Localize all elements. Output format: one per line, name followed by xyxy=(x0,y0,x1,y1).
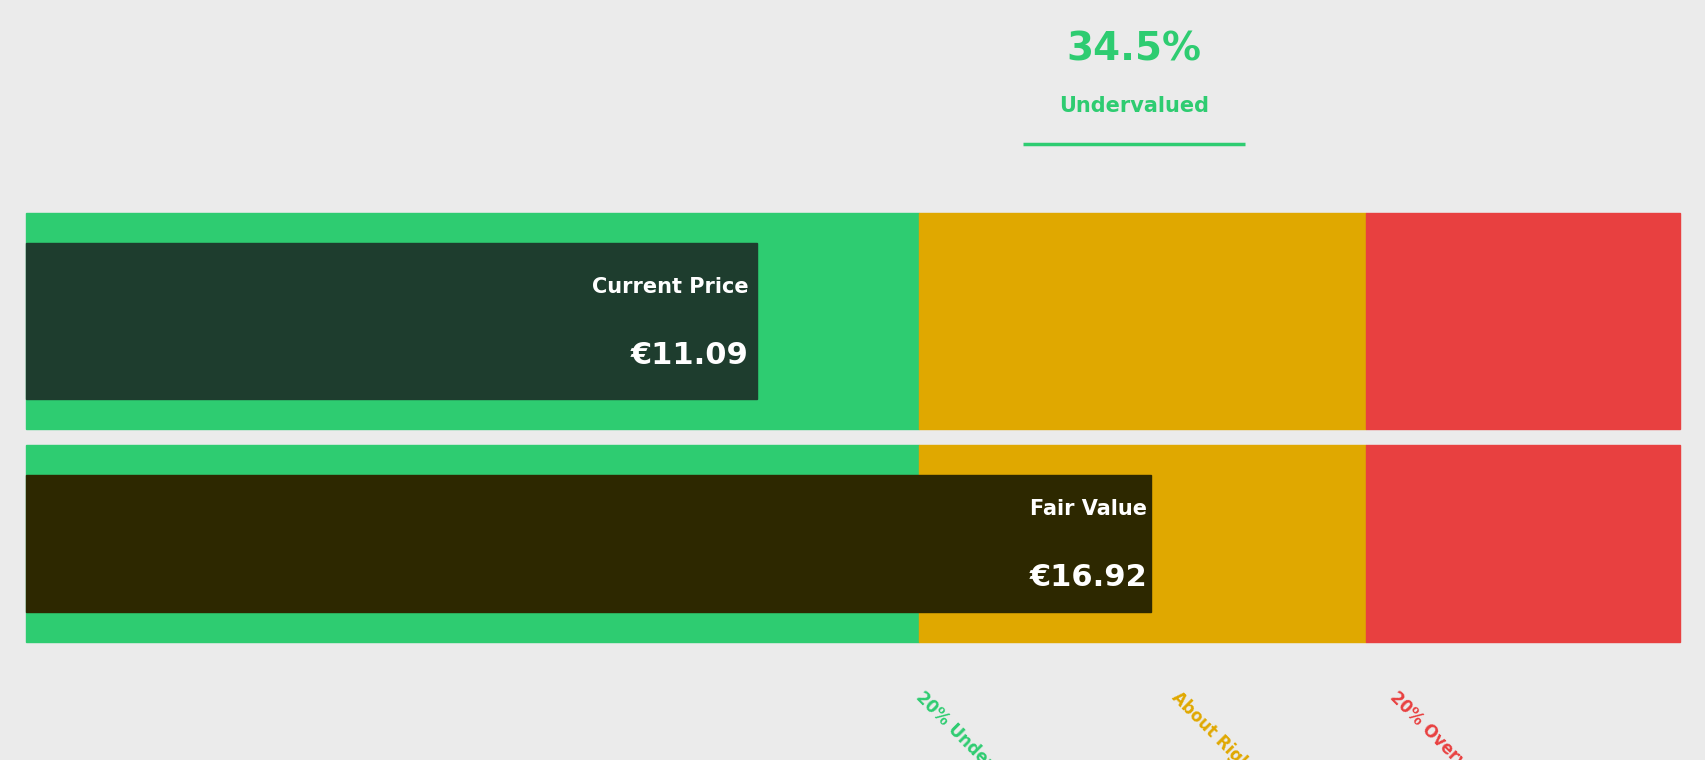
Text: Fair Value: Fair Value xyxy=(1030,499,1147,519)
Text: 20% Undervalued: 20% Undervalued xyxy=(912,688,1040,760)
Text: 34.5%: 34.5% xyxy=(1066,30,1200,68)
Bar xyxy=(26,243,757,399)
Bar xyxy=(919,213,1364,429)
Bar xyxy=(1364,445,1679,642)
Text: €16.92: €16.92 xyxy=(1028,563,1147,592)
Text: 20% Overvalued: 20% Overvalued xyxy=(1384,688,1506,760)
Bar xyxy=(26,445,919,642)
Bar xyxy=(1364,213,1679,429)
Text: €11.09: €11.09 xyxy=(631,340,748,370)
Bar xyxy=(919,445,1364,642)
Bar xyxy=(26,213,919,429)
Text: About Right: About Right xyxy=(1168,688,1258,760)
Text: Current Price: Current Price xyxy=(592,277,748,297)
Bar xyxy=(26,475,1151,612)
Text: Undervalued: Undervalued xyxy=(1059,97,1207,116)
